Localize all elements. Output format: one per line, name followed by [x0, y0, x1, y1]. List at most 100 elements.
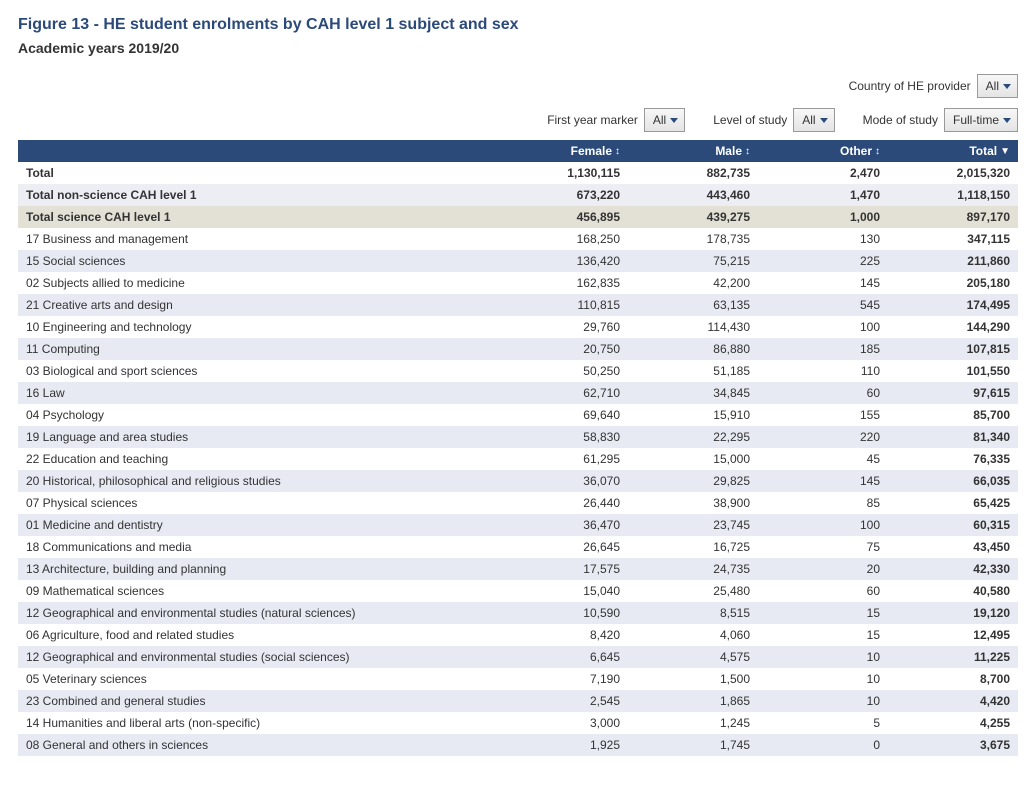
filter-first-year-dropdown[interactable]: All [644, 108, 685, 132]
table-row: 11 Computing20,75086,880185107,815 [18, 338, 1018, 360]
table-body: Total1,130,115882,7352,4702,015,320Total… [18, 162, 1018, 756]
chevron-down-icon [670, 118, 678, 123]
filter-country-dropdown[interactable]: All [977, 74, 1018, 98]
cell-other: 5 [758, 712, 888, 734]
cell-other: 145 [758, 272, 888, 294]
cell-female: 20,750 [498, 338, 628, 360]
table-row: 03 Biological and sport sciences50,25051… [18, 360, 1018, 382]
cell-other: 2,470 [758, 162, 888, 184]
filter-level-dropdown[interactable]: All [793, 108, 834, 132]
cell-total: 205,180 [888, 272, 1018, 294]
cell-female: 8,420 [498, 624, 628, 646]
table-row: 20 Historical, philosophical and religio… [18, 470, 1018, 492]
cell-male: 25,480 [628, 580, 758, 602]
cell-total: 40,580 [888, 580, 1018, 602]
filter-mode-value: Full-time [953, 113, 999, 127]
cell-other: 1,470 [758, 184, 888, 206]
cell-male: 86,880 [628, 338, 758, 360]
enrolments-table: Female Male Other Total Total1,130,11588… [18, 140, 1018, 756]
table-row: 10 Engineering and technology29,760114,4… [18, 316, 1018, 338]
cell-female: 673,220 [498, 184, 628, 206]
cell-total: 8,700 [888, 668, 1018, 690]
filter-mode-label: Mode of study [863, 113, 938, 127]
col-subject[interactable] [18, 140, 498, 162]
table-row: 02 Subjects allied to medicine162,83542,… [18, 272, 1018, 294]
cell-male: 4,575 [628, 646, 758, 668]
col-other[interactable]: Other [758, 140, 888, 162]
cell-subject: Total science CAH level 1 [18, 206, 498, 228]
cell-subject: 03 Biological and sport sciences [18, 360, 498, 382]
cell-female: 1,130,115 [498, 162, 628, 184]
cell-other: 45 [758, 448, 888, 470]
chevron-down-icon [1003, 84, 1011, 89]
cell-female: 62,710 [498, 382, 628, 404]
cell-female: 136,420 [498, 250, 628, 272]
table-row: 09 Mathematical sciences15,04025,4806040… [18, 580, 1018, 602]
cell-male: 1,865 [628, 690, 758, 712]
cell-other: 110 [758, 360, 888, 382]
cell-male: 8,515 [628, 602, 758, 624]
cell-female: 6,645 [498, 646, 628, 668]
cell-male: 34,845 [628, 382, 758, 404]
cell-subject: 10 Engineering and technology [18, 316, 498, 338]
filter-mode: Mode of study Full-time [863, 108, 1018, 132]
cell-female: 26,645 [498, 536, 628, 558]
cell-male: 178,735 [628, 228, 758, 250]
col-male[interactable]: Male [628, 140, 758, 162]
cell-total: 101,550 [888, 360, 1018, 382]
cell-total: 144,290 [888, 316, 1018, 338]
cell-total: 211,860 [888, 250, 1018, 272]
cell-female: 36,070 [498, 470, 628, 492]
cell-other: 10 [758, 668, 888, 690]
cell-male: 24,735 [628, 558, 758, 580]
table-row: 05 Veterinary sciences7,1901,500108,700 [18, 668, 1018, 690]
cell-female: 1,925 [498, 734, 628, 756]
table-row: 07 Physical sciences26,44038,9008565,425 [18, 492, 1018, 514]
cell-subject: 06 Agriculture, food and related studies [18, 624, 498, 646]
cell-female: 2,545 [498, 690, 628, 712]
cell-male: 42,200 [628, 272, 758, 294]
figure-title: Figure 13 - HE student enrolments by CAH… [18, 16, 1018, 34]
cell-subject: Total [18, 162, 498, 184]
col-total[interactable]: Total [888, 140, 1018, 162]
cell-total: 76,335 [888, 448, 1018, 470]
cell-female: 10,590 [498, 602, 628, 624]
cell-other: 60 [758, 580, 888, 602]
cell-male: 4,060 [628, 624, 758, 646]
table-row: 12 Geographical and environmental studie… [18, 646, 1018, 668]
cell-female: 26,440 [498, 492, 628, 514]
sort-icon [745, 146, 750, 157]
cell-female: 15,040 [498, 580, 628, 602]
filter-country-value: All [986, 79, 999, 93]
table-row: 17 Business and management168,250178,735… [18, 228, 1018, 250]
sort-icon [615, 146, 620, 157]
filter-country: Country of HE provider All [849, 74, 1018, 98]
filter-country-label: Country of HE provider [849, 79, 971, 93]
cell-subject: 12 Geographical and environmental studie… [18, 602, 498, 624]
cell-total: 107,815 [888, 338, 1018, 360]
cell-total: 897,170 [888, 206, 1018, 228]
cell-other: 100 [758, 316, 888, 338]
cell-male: 22,295 [628, 426, 758, 448]
col-female[interactable]: Female [498, 140, 628, 162]
table-row: Total non-science CAH level 1673,220443,… [18, 184, 1018, 206]
cell-subject: 22 Education and teaching [18, 448, 498, 470]
sort-desc-icon [1000, 146, 1010, 157]
cell-female: 36,470 [498, 514, 628, 536]
cell-subject: 17 Business and management [18, 228, 498, 250]
cell-female: 3,000 [498, 712, 628, 734]
table-row: 15 Social sciences136,42075,215225211,86… [18, 250, 1018, 272]
table-row: 16 Law62,71034,8456097,615 [18, 382, 1018, 404]
cell-male: 23,745 [628, 514, 758, 536]
col-total-label: Total [969, 144, 997, 158]
table-row: 06 Agriculture, food and related studies… [18, 624, 1018, 646]
filter-first-year-value: All [653, 113, 666, 127]
filter-mode-dropdown[interactable]: Full-time [944, 108, 1018, 132]
cell-female: 29,760 [498, 316, 628, 338]
cell-subject: 08 General and others in sciences [18, 734, 498, 756]
table-header-row: Female Male Other Total [18, 140, 1018, 162]
cell-male: 15,000 [628, 448, 758, 470]
cell-other: 0 [758, 734, 888, 756]
cell-male: 16,725 [628, 536, 758, 558]
cell-subject: 01 Medicine and dentistry [18, 514, 498, 536]
